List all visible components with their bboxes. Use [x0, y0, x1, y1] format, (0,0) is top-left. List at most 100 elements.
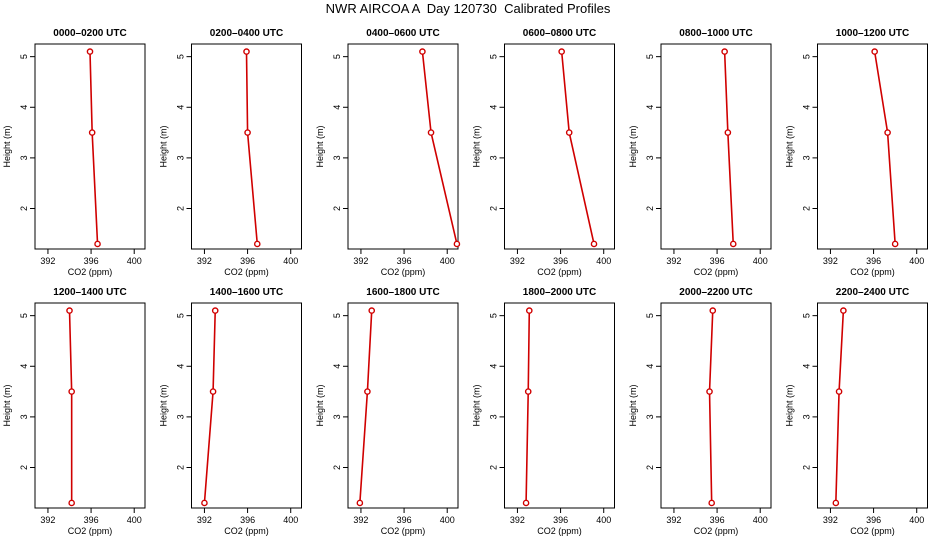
plot-frame: [347, 302, 459, 509]
panel-6: 1000–1200 UTC 392 396 400 2 3 4 5 CO2 (ppm) Heigh…: [785, 28, 928, 277]
data-point-1: [68, 499, 75, 507]
x-tick-label: 392: [40, 515, 55, 525]
data-point-3: [66, 307, 73, 314]
panel-3: 0400–0600 UTC 392 396 400 2 3 4 5 CO2 (ppm) Heigh…: [315, 28, 461, 277]
y-axis-label: Height (m): [628, 125, 638, 167]
y-tick-label: 3: [19, 155, 29, 160]
panel-title: 1200–1400 UTC: [53, 287, 126, 298]
y-tick-label: 2: [645, 206, 655, 211]
x-tick-label: 396: [240, 256, 255, 266]
x-tick-label: 396: [866, 515, 881, 525]
plot-frame: [817, 43, 928, 250]
figure-title: NWR AIRCOA A Day 120730 Calibrated Profi…: [325, 1, 611, 16]
data-point-3: [526, 307, 533, 314]
data-point-3: [840, 307, 847, 314]
data-point-2: [244, 129, 251, 136]
y-tick-label: 4: [176, 105, 186, 110]
y-tick-label: 5: [176, 54, 186, 59]
data-point-3: [86, 48, 94, 55]
x-tick-label: 392: [510, 256, 525, 266]
y-tick-label: 4: [645, 364, 655, 369]
x-tick-label: 392: [197, 515, 212, 525]
y-tick-label: 2: [802, 206, 812, 211]
panel-title: 0000–0200 UTC: [53, 28, 126, 39]
x-tick-label: 400: [127, 515, 142, 525]
y-tick-label: 5: [332, 313, 342, 318]
y-tick-label: 4: [802, 364, 812, 369]
data-point-3: [419, 48, 426, 55]
y-tick-label: 5: [802, 313, 812, 318]
y-tick-label: 3: [802, 155, 812, 160]
data-point-1: [94, 240, 101, 248]
x-tick-label: 400: [440, 256, 455, 266]
x-axis-label: CO2 (ppm): [224, 267, 269, 277]
y-axis-label: Height (m): [472, 125, 482, 167]
data-point-2: [724, 129, 732, 136]
y-tick-label: 5: [489, 54, 499, 59]
data-point-2: [884, 129, 891, 136]
x-tick-label: 400: [753, 515, 768, 525]
data-point-2: [706, 388, 713, 395]
plot-frame: [504, 43, 615, 250]
plot-frame: [191, 43, 302, 250]
plot-frame: [34, 302, 146, 509]
data-point-1: [356, 499, 364, 507]
y-tick-label: 3: [176, 155, 186, 160]
x-tick-label: 396: [866, 256, 881, 266]
profile-line: [525, 310, 531, 503]
y-tick-label: 5: [645, 313, 655, 318]
x-axis-label: CO2 (ppm): [694, 526, 739, 536]
x-axis-label: CO2 (ppm): [537, 267, 582, 277]
plot-frame: [34, 43, 146, 250]
y-tick-label: 4: [332, 105, 342, 110]
y-axis-label: Height (m): [159, 384, 169, 426]
x-axis-label: CO2 (ppm): [537, 526, 582, 536]
data-point-1: [832, 499, 840, 507]
profile-line: [421, 51, 458, 245]
plot-frame: [660, 302, 772, 509]
panel-title: 0600–0800 UTC: [523, 28, 596, 39]
x-tick-label: 392: [353, 515, 368, 525]
x-axis-label: CO2 (ppm): [381, 267, 426, 277]
y-tick-label: 2: [19, 465, 29, 470]
y-tick-label: 4: [489, 105, 499, 110]
data-point-2: [209, 388, 217, 395]
panel-title: 2200–2400 UTC: [836, 287, 909, 298]
plot-frame: [504, 302, 615, 509]
panel-title: 1000–1200 UTC: [836, 28, 909, 39]
x-tick-label: 400: [283, 515, 298, 525]
panel-7: 1200–1400 UTC 392 396 400 2 3 4 5 CO2 (ppm) Heigh…: [2, 287, 146, 536]
x-tick-label: 400: [127, 256, 142, 266]
y-tick-label: 2: [802, 465, 812, 470]
x-axis-label: CO2 (ppm): [68, 526, 113, 536]
y-tick-label: 4: [19, 364, 29, 369]
x-tick-label: 392: [510, 515, 525, 525]
data-point-2: [835, 388, 843, 395]
x-tick-label: 396: [553, 515, 568, 525]
panel-12: 2200–2400 UTC 392 396 400 2 3 4 5 CO2 (ppm) Heigh…: [785, 287, 928, 536]
y-tick-label: 4: [332, 364, 342, 369]
y-axis-label: Height (m): [2, 384, 12, 426]
profile-line: [723, 51, 735, 244]
x-tick-label: 392: [823, 256, 838, 266]
panel-title: 0200–0400 UTC: [210, 28, 283, 39]
y-tick-label: 3: [489, 155, 499, 160]
data-point-3: [368, 307, 376, 314]
data-point-2: [364, 388, 371, 395]
y-tick-label: 3: [332, 155, 342, 160]
data-point-1: [708, 499, 715, 507]
y-tick-label: 4: [489, 364, 499, 369]
data-point-2: [88, 129, 96, 136]
y-tick-label: 3: [802, 414, 812, 419]
y-tick-label: 5: [645, 54, 655, 59]
x-tick-label: 396: [710, 256, 725, 266]
x-tick-label: 396: [240, 515, 255, 525]
y-tick-label: 2: [176, 206, 186, 211]
y-axis-label: Height (m): [628, 384, 638, 426]
plot-frame: [191, 302, 302, 509]
x-axis-label: CO2 (ppm): [850, 267, 895, 277]
panel-1: 0000–0200 UTC 392 396 400 2 3 4 5 CO2 (ppm) Heigh…: [2, 28, 146, 277]
y-tick-label: 5: [19, 54, 29, 59]
data-point-3: [558, 48, 565, 55]
y-axis-label: Height (m): [315, 384, 325, 426]
